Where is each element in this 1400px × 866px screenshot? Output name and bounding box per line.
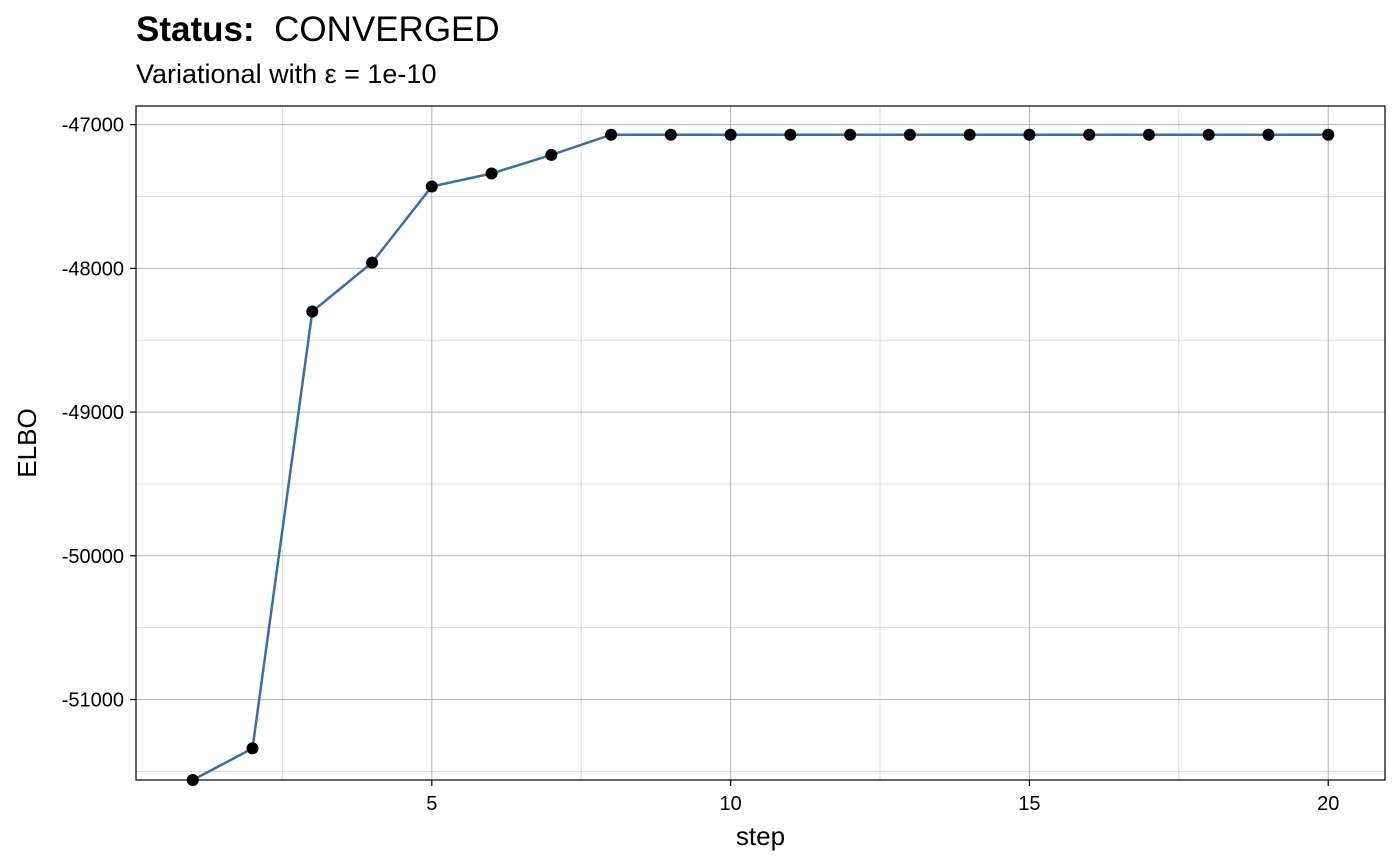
x-axis-ticks: 5 10 15 20 — [426, 780, 1339, 815]
data-point — [664, 128, 677, 141]
elbo-series-line — [192, 133, 1329, 782]
plot-panel-border — [135, 105, 1386, 781]
y-tick-label: -49000 — [62, 402, 124, 424]
y-axis-ticks: -47000 -48000 -49000 -50000 -51000 — [62, 115, 136, 712]
x-tick-label: 5 — [426, 793, 437, 815]
data-point — [903, 128, 916, 141]
data-point — [844, 128, 857, 141]
status-value: CONVERGED — [274, 10, 500, 49]
y-tick-label: -48000 — [62, 258, 124, 280]
data-point — [963, 128, 976, 141]
y-tick-label: -47000 — [62, 115, 124, 137]
data-point — [724, 128, 737, 141]
y-tick-label: -51000 — [62, 690, 124, 712]
data-point — [784, 128, 797, 141]
data-points — [186, 128, 1335, 786]
major-grid — [136, 106, 1385, 780]
data-point — [1142, 128, 1155, 141]
x-axis-title: step — [736, 821, 785, 851]
y-tick-label: -50000 — [62, 546, 124, 568]
data-point — [485, 167, 498, 180]
data-point — [1262, 128, 1275, 141]
data-point — [246, 742, 259, 755]
data-point — [545, 148, 558, 161]
chart-subtitle: Variational with ε = 1e-10 — [136, 59, 437, 89]
data-point — [1023, 128, 1036, 141]
data-point — [1083, 128, 1096, 141]
data-point — [366, 256, 379, 269]
data-point — [1322, 128, 1335, 141]
minor-grid — [136, 106, 1385, 780]
status-label: Status: — [136, 10, 255, 49]
y-axis-title: ELBO — [12, 408, 42, 477]
chart-title: Status: CONVERGED — [136, 8, 500, 52]
x-tick-label: 10 — [719, 793, 741, 815]
x-tick-label: 15 — [1018, 793, 1040, 815]
data-point — [605, 128, 618, 141]
data-point — [1202, 128, 1215, 141]
x-tick-label: 20 — [1317, 793, 1339, 815]
data-point — [306, 305, 319, 318]
data-point — [425, 180, 438, 193]
